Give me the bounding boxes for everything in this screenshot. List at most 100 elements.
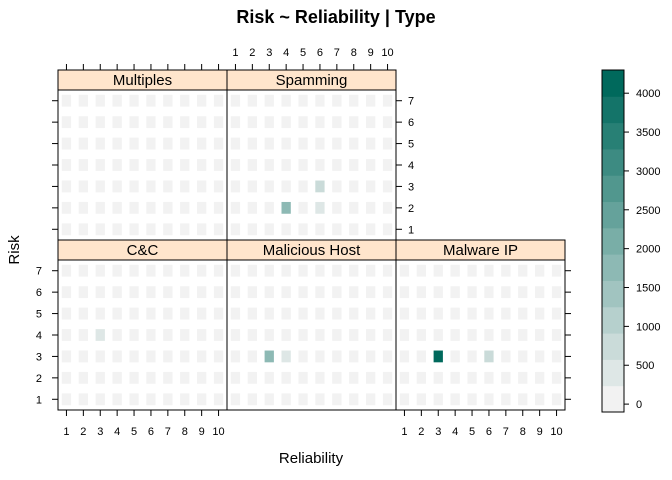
heatmap-cell	[315, 137, 325, 150]
x-tick-label: 2	[249, 47, 255, 59]
heatmap-cell	[95, 201, 105, 214]
heatmap-cell	[399, 393, 410, 406]
heatmap-cell	[129, 286, 139, 299]
heatmap-cell	[230, 159, 241, 171]
heatmap-cell	[78, 159, 88, 171]
heatmap-cell	[213, 329, 224, 341]
colorbar-band	[602, 122, 624, 150]
heatmap-cell	[180, 350, 190, 363]
heatmap-cell	[484, 350, 494, 363]
heatmap-cell	[180, 264, 190, 277]
heatmap-cell	[112, 371, 122, 384]
x-tick-label: 10	[381, 47, 393, 59]
heatmap-cell	[112, 329, 122, 341]
heatmap-cell	[281, 159, 291, 171]
heatmap-cell	[163, 393, 173, 406]
heatmap-cell	[95, 264, 105, 277]
heatmap-cell	[349, 159, 359, 171]
heatmap-cell	[247, 116, 257, 129]
heatmap-cell	[518, 350, 528, 363]
heatmap-cell	[416, 286, 426, 299]
heatmap-cell	[95, 137, 105, 150]
heatmap-cell	[129, 223, 139, 236]
chart-title: Risk ~ Reliability | Type	[236, 7, 435, 27]
heatmap-cell	[95, 307, 105, 320]
x-tick-label: 10	[212, 426, 224, 438]
heatmap-cell	[129, 393, 139, 406]
heatmap-cell	[129, 329, 139, 341]
colorbar-band	[602, 70, 624, 97]
heatmap-cell	[230, 286, 241, 299]
heatmap-cell	[281, 286, 291, 299]
heatmap-cell	[264, 137, 274, 150]
heatmap-cell	[61, 350, 72, 363]
colorbar-tick-label: 2000	[636, 244, 660, 256]
heatmap-cell	[450, 371, 460, 384]
heatmap-cell	[129, 137, 139, 150]
heatmap-cell	[399, 264, 410, 277]
heatmap-cell	[146, 307, 156, 320]
heatmap-cell	[281, 116, 291, 129]
heatmap-cell	[366, 264, 376, 277]
heatmap-cell	[332, 94, 342, 107]
heatmap-cell	[501, 329, 511, 341]
heatmap-cell	[264, 286, 274, 299]
heatmap-cell	[264, 180, 274, 193]
heatmap-cell	[129, 201, 139, 214]
heatmap-cell	[332, 329, 342, 341]
heatmap-cell	[213, 116, 224, 129]
x-tick-label: 7	[165, 426, 171, 438]
heatmap-cell	[78, 350, 88, 363]
heatmap-cell	[213, 223, 224, 236]
heatmap-cell	[298, 223, 308, 236]
heatmap-cell	[281, 371, 291, 384]
heatmap-cell	[450, 329, 460, 341]
heatmap-cell	[213, 201, 224, 214]
heatmap-cell	[95, 329, 105, 341]
heatmap-cell	[450, 350, 460, 363]
heatmap-cell	[230, 223, 241, 236]
heatmap-cell	[230, 264, 241, 277]
heatmap-cell	[95, 94, 105, 107]
panel-malware-ip: Malware IP	[395, 239, 566, 411]
heatmap-cell	[264, 350, 274, 363]
heatmap-cell	[180, 371, 190, 384]
heatmap-cell	[315, 159, 325, 171]
x-tick-label: 9	[537, 426, 543, 438]
heatmap-cell	[247, 264, 257, 277]
heatmap-cell	[78, 264, 88, 277]
x-tick-label: 4	[283, 47, 289, 59]
colorbar-band	[602, 148, 624, 176]
heatmap-cell	[382, 137, 393, 150]
heatmap-cell	[315, 371, 325, 384]
heatmap-cell	[230, 201, 241, 214]
heatmap-cell	[298, 307, 308, 320]
heatmap-cell	[247, 350, 257, 363]
heatmap-cell	[61, 307, 72, 320]
x-tick-label: 5	[131, 426, 137, 438]
heatmap-cell	[298, 286, 308, 299]
heatmap-cell	[518, 371, 528, 384]
heatmap-cell	[315, 223, 325, 236]
colorbar-band	[602, 96, 624, 124]
heatmap-cell	[61, 137, 72, 150]
heatmap-cell	[197, 159, 207, 171]
heatmap-cell	[501, 393, 511, 406]
axes: 1 2 3 4 5 6 7 8 9 10 1 2 3 4 5 6 7 8 9 101 2 3 4 5 6 7 8 9 101234567…	[36, 47, 571, 438]
panel-c-c: C&C	[57, 239, 228, 411]
heatmap-cell	[484, 329, 494, 341]
colorbar-tick-label: 1500	[636, 283, 660, 295]
heatmap-cell	[315, 116, 325, 129]
heatmap-cell	[551, 350, 562, 363]
heatmap-cell	[298, 264, 308, 277]
heatmap-cell	[450, 393, 460, 406]
heatmap-cell	[281, 329, 291, 341]
heatmap-cell	[247, 223, 257, 236]
heatmap-cell	[197, 264, 207, 277]
y-tick-label: 5	[408, 139, 414, 151]
heatmap-cell	[416, 371, 426, 384]
heatmap-cell	[129, 180, 139, 193]
heatmap-cell	[197, 201, 207, 214]
heatmap-cell	[230, 393, 241, 406]
